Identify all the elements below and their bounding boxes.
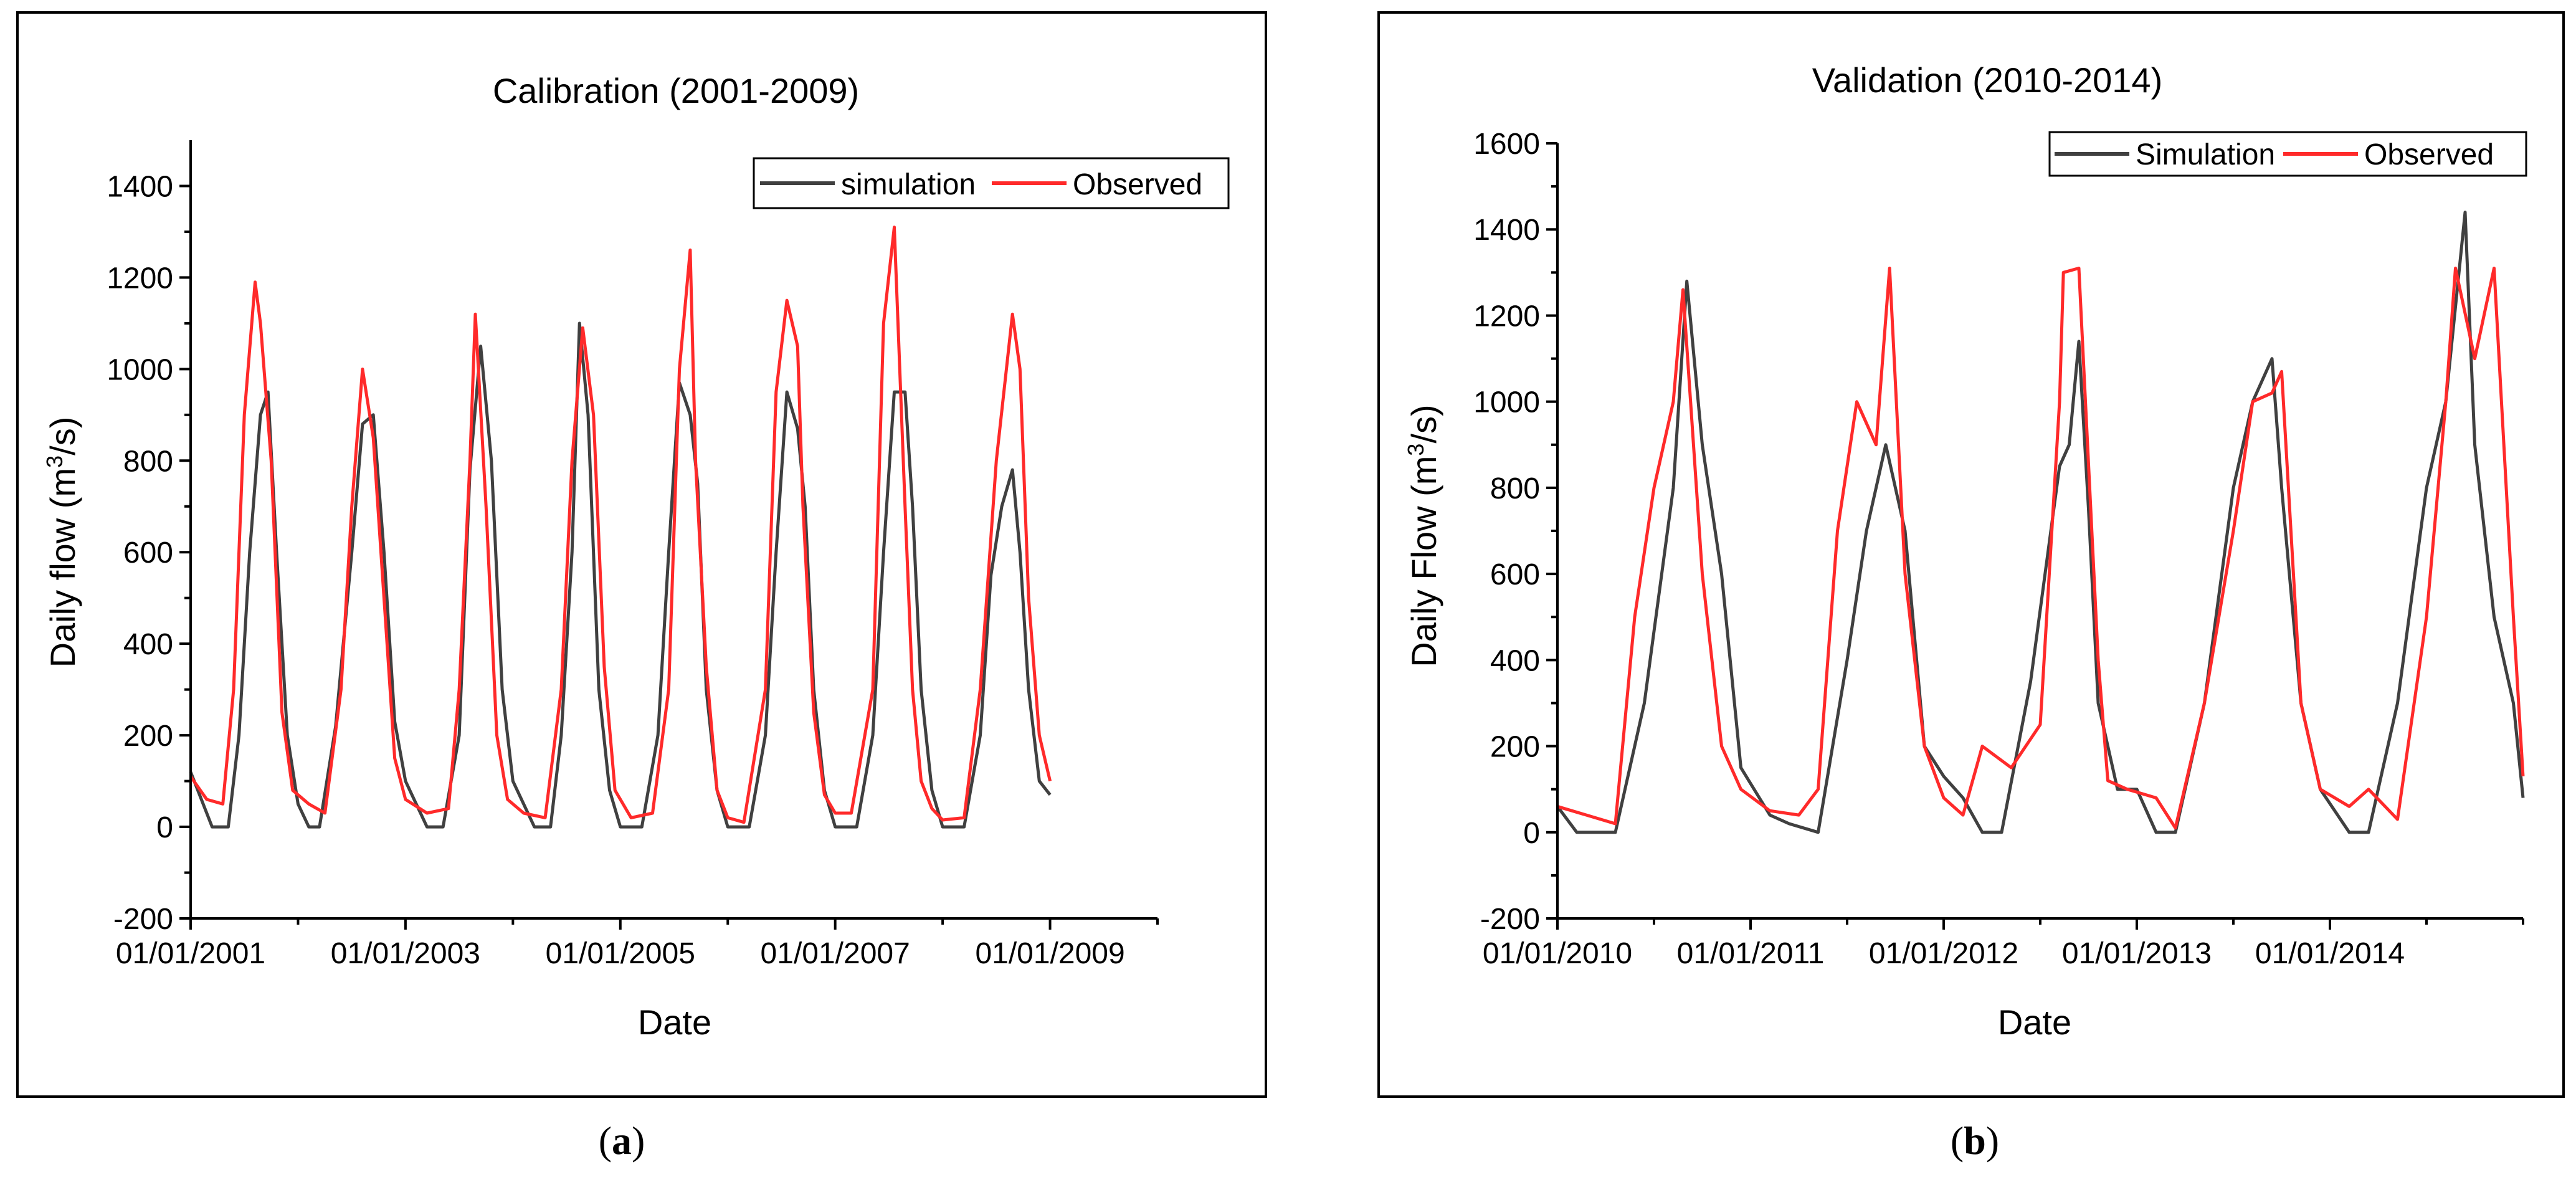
x-axis-label: Date — [638, 1003, 711, 1042]
legend-label-simulation: Simulation — [2136, 138, 2275, 171]
y-tick-label: 400 — [123, 628, 173, 661]
y-tick-label: 1600 — [1473, 128, 1540, 161]
panel-frame — [1377, 11, 2565, 1098]
series-line-observed — [1557, 266, 2525, 830]
y-tick-label: 1200 — [1473, 300, 1540, 333]
caption-a: (a) — [599, 1118, 645, 1163]
y-tick-label: 600 — [123, 536, 173, 569]
y-tick-label: 800 — [1490, 472, 1540, 505]
x-tick-label: 01/01/2010 — [1483, 937, 1632, 970]
y-tick-label: 1200 — [107, 262, 173, 295]
caption-b: (b) — [1951, 1118, 1999, 1163]
chart-title: Validation (2010-2014) — [1812, 60, 2162, 100]
legend: simulation Observed — [753, 157, 1230, 209]
legend: Simulation Observed — [2048, 131, 2527, 177]
x-tick-label: 01/01/2003 — [331, 937, 480, 970]
series-line-simulation — [1556, 211, 2525, 834]
y-tick-label: 200 — [1490, 731, 1540, 764]
x-axis-label: Date — [1998, 1003, 2071, 1042]
y-tick-label: 0 — [156, 811, 173, 844]
legend-label-simulation: simulation — [841, 168, 976, 201]
y-tick-label: 1000 — [1473, 386, 1540, 419]
x-tick-label: 01/01/2011 — [1677, 937, 1825, 970]
y-tick-label: 1400 — [1473, 214, 1540, 247]
x-tick-label: 01/01/2007 — [761, 937, 910, 970]
y-tick-label: 600 — [1490, 558, 1540, 591]
y-tick-label: 400 — [1490, 644, 1540, 677]
x-tick-label: 01/01/2001 — [116, 937, 265, 970]
x-tick-label: 01/01/2009 — [975, 937, 1124, 970]
plot-area: -200 0 200 400 600 800 1000 1200 1400 1600 01/01/2… — [1473, 128, 2525, 970]
y-tick-label: 1000 — [107, 353, 173, 386]
y-tick-label: 1400 — [107, 170, 173, 203]
x-tick-label: 01/01/2014 — [2255, 937, 2405, 970]
x-tick-label: 01/01/2013 — [2062, 937, 2212, 970]
legend-label-observed: Observed — [2364, 138, 2494, 171]
panel-calibration: Calibration (2001-2009) -200 0 200 400 600 80… — [16, 11, 1267, 1098]
y-tick-label: 0 — [1523, 817, 1540, 850]
series-line-observed — [189, 226, 1052, 824]
panel-validation: Validation (2010-2014) -200 0 200 400 600 800… — [1377, 11, 2565, 1098]
plot-area: -200 0 200 400 600 800 1000 1200 1400 01/01/2001 0… — [107, 140, 1159, 970]
y-axis-label: Daily Flow (m3/s) — [1403, 404, 1444, 667]
y-tick-label: -200 — [1480, 903, 1540, 936]
y-tick-label: -200 — [113, 903, 173, 936]
chart-title: Calibration (2001-2009) — [493, 71, 859, 110]
y-axis-label: Daily flow (m3/s) — [42, 417, 83, 668]
legend-label-observed: Observed — [1073, 168, 1202, 201]
y-tick-label: 800 — [123, 445, 173, 478]
y-tick-label: 200 — [123, 720, 173, 753]
x-tick-label: 01/01/2012 — [1869, 937, 2018, 970]
x-tick-label: 01/01/2005 — [546, 937, 695, 970]
